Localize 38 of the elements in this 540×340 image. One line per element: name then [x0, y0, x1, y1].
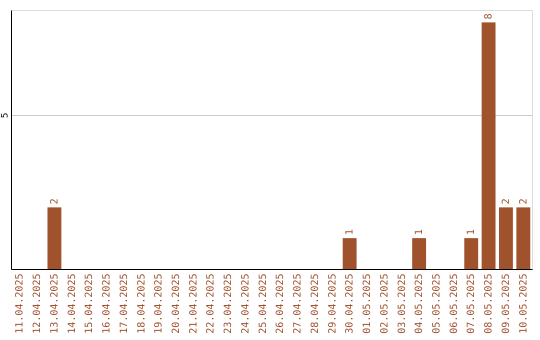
x-tick-label: 06.05.2025 [448, 274, 460, 334]
data-label: 1 [414, 229, 426, 236]
data-label: 2 [49, 198, 60, 204]
x-tick-label: 15.04.2025 [84, 274, 96, 334]
x-tick-label: 10.05.2025 [518, 274, 530, 334]
data-label: 2 [500, 198, 512, 204]
x-tick-label: 19.04.2025 [154, 274, 165, 334]
x-tick-label: 04.05.2025 [414, 274, 426, 334]
x-tick-label: 16.04.2025 [102, 274, 113, 334]
x-tick-label: 24.04.2025 [240, 274, 252, 334]
x-tick-label: 14.04.2025 [66, 274, 78, 334]
x-tick-label: 18.04.2025 [136, 274, 148, 334]
x-tick-label: 01.05.2025 [362, 274, 374, 334]
x-tick-label: 08.05.2025 [484, 274, 495, 334]
x-tick-label: 29.04.2025 [327, 274, 338, 334]
x-tick-label: 03.05.2025 [396, 274, 408, 334]
data-label: 1 [466, 229, 478, 236]
x-tick-label: 28.04.2025 [310, 274, 321, 334]
x-tick-label: 30.04.2025 [344, 274, 356, 334]
x-tick-label: 13.04.2025 [49, 274, 60, 334]
x-tick-label: 22.04.2025 [206, 274, 217, 334]
x-tick-label: 25.04.2025 [258, 274, 269, 334]
x-tick-label: 02.05.2025 [379, 274, 390, 334]
y-tick-label: 5 [0, 112, 10, 118]
x-tick-label: 12.04.2025 [32, 274, 44, 334]
x-tick-label: 17.04.2025 [118, 274, 130, 334]
x-tick-label: 20.04.2025 [170, 274, 182, 334]
data-label: 2 [518, 198, 530, 204]
x-tick-label: 09.05.2025 [500, 274, 512, 334]
x-tick-label: 07.05.2025 [466, 274, 478, 334]
x-tick-label: 26.04.2025 [275, 274, 286, 334]
x-tick-label: 23.04.2025 [223, 274, 234, 334]
data-label: 1 [344, 229, 356, 236]
x-tick-label: 21.04.2025 [188, 274, 200, 334]
x-tick-label: 11.04.2025 [14, 274, 26, 334]
x-tick-label: 05.05.2025 [431, 274, 442, 334]
data-label: 8 [484, 13, 495, 20]
x-tick-label: 27.04.2025 [292, 274, 304, 334]
